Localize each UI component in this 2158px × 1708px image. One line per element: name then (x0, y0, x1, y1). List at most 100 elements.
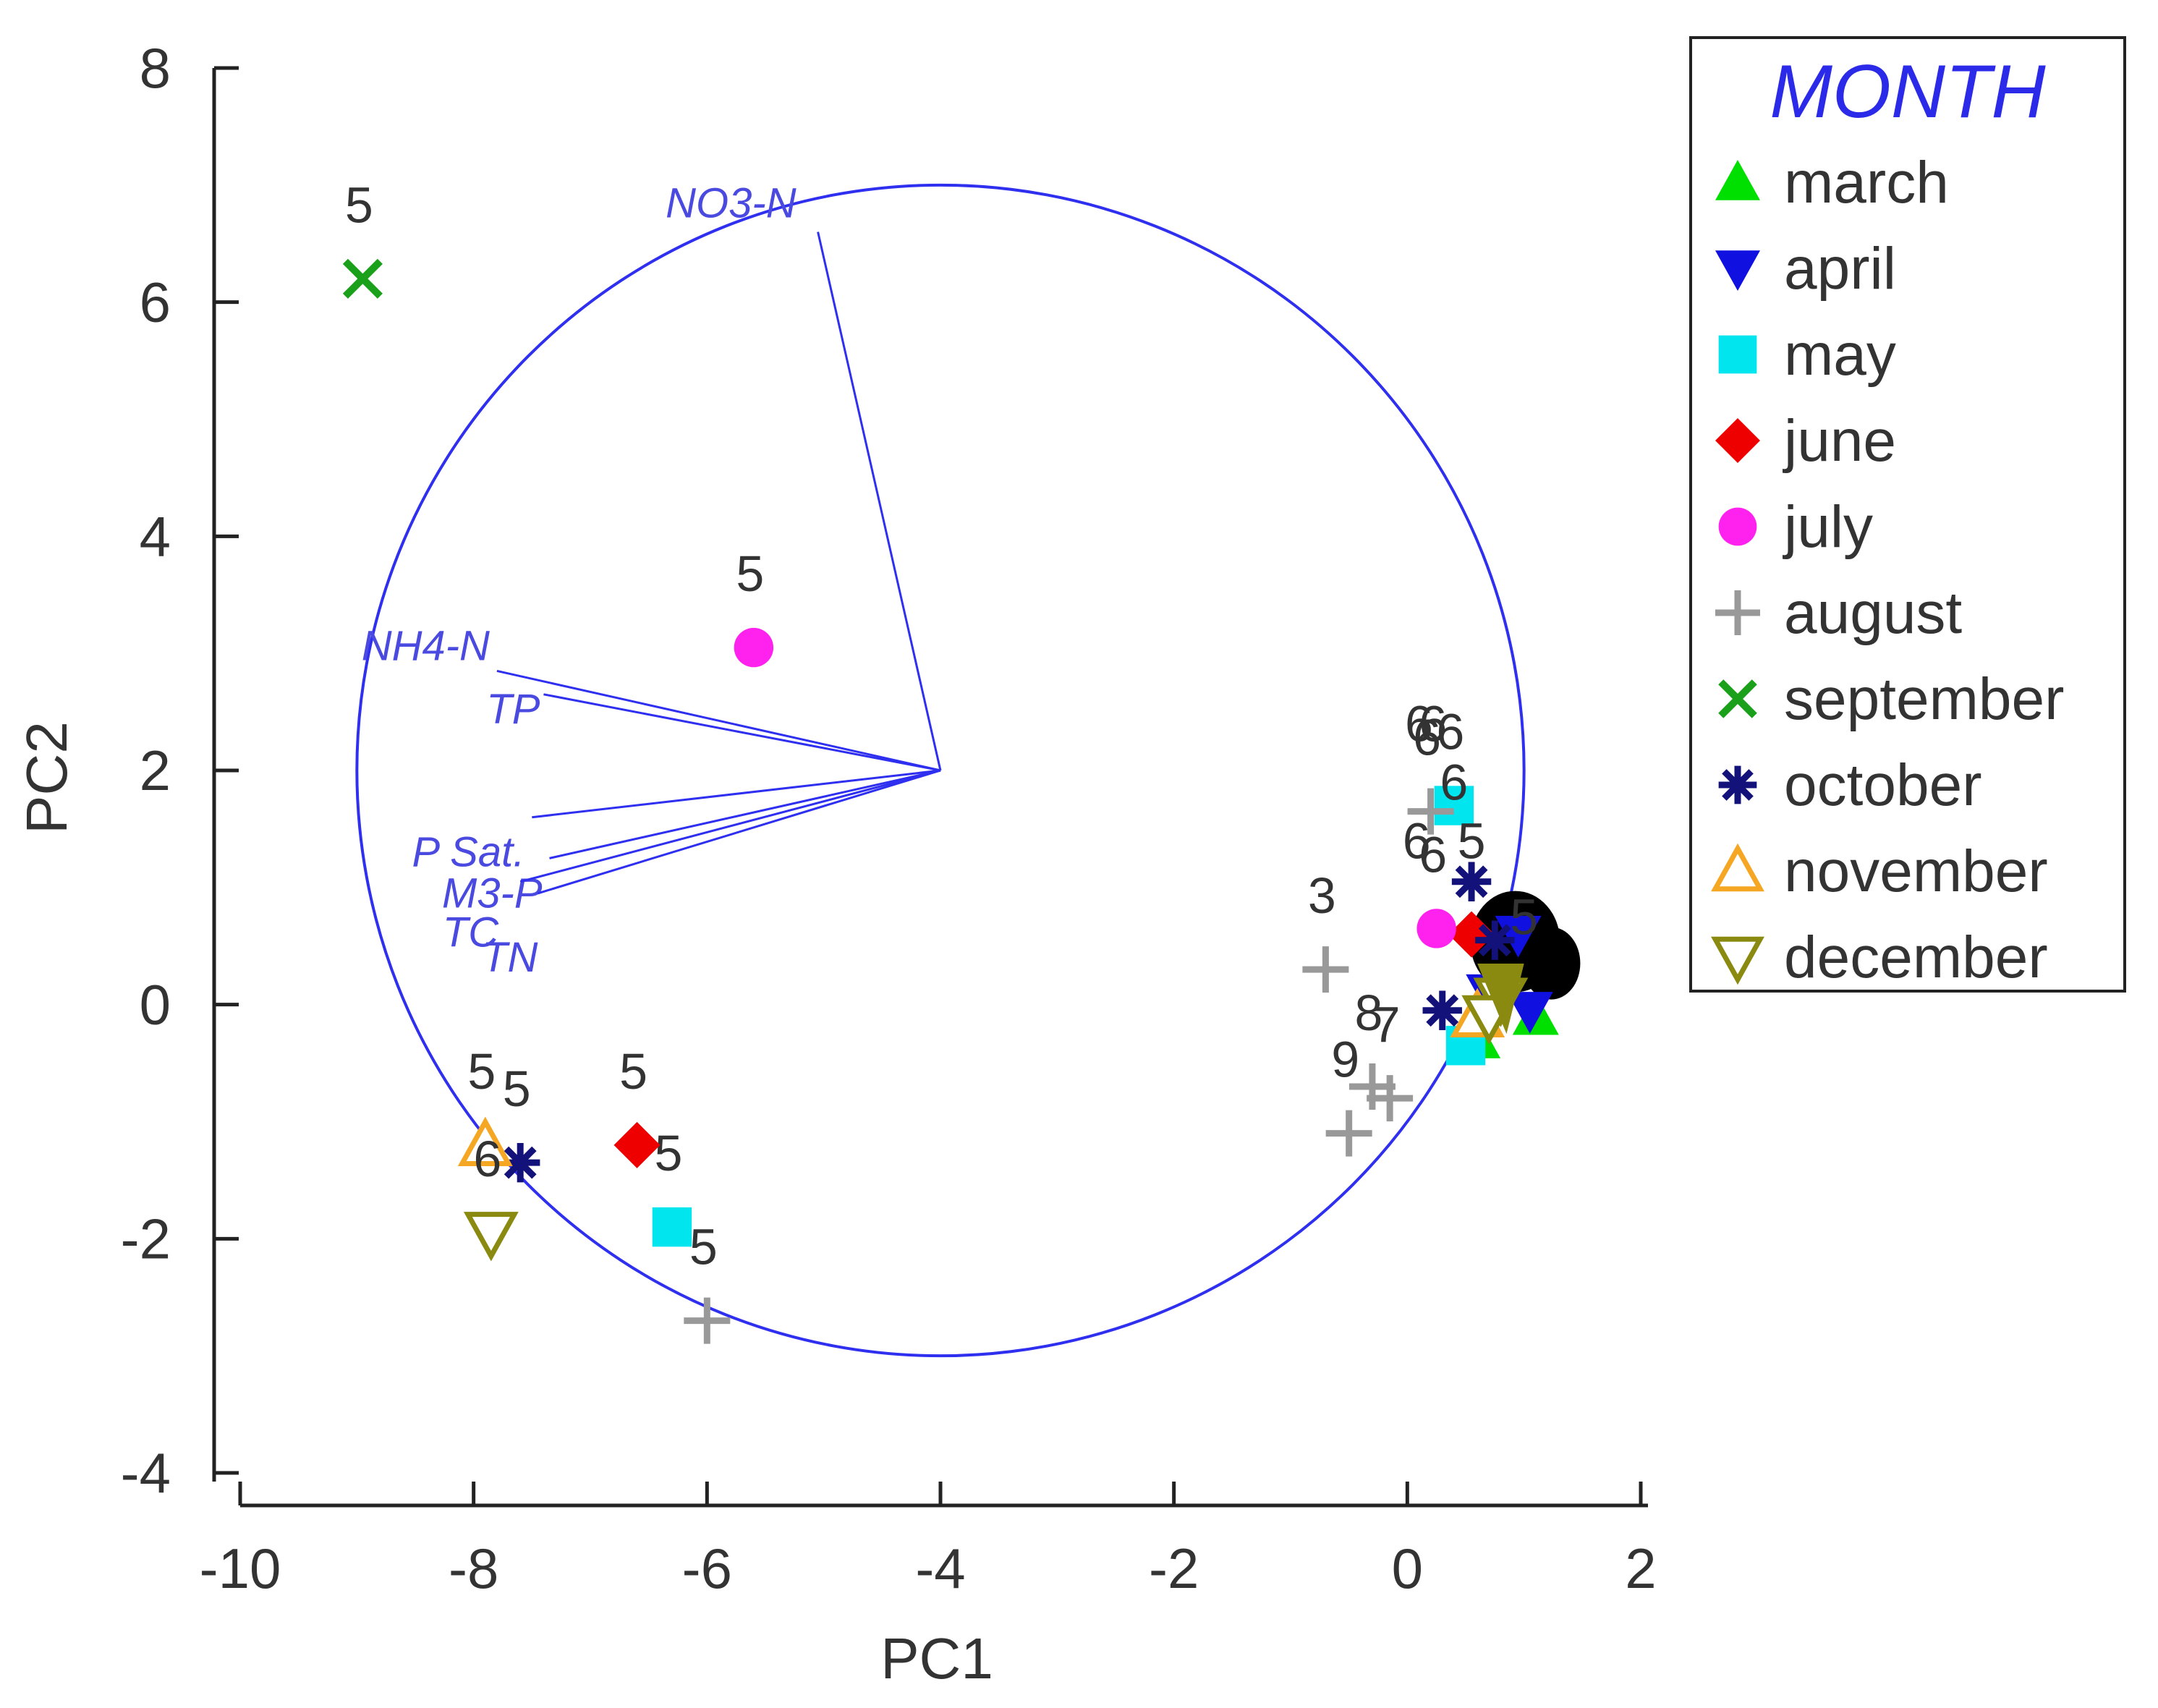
legend-marker-october (1718, 765, 1757, 804)
scatter-point (342, 258, 383, 299)
vector-label: TN (482, 934, 538, 981)
vector-label: NH4-N (362, 622, 490, 669)
marker-shape (1718, 335, 1757, 374)
scatter-point (1448, 911, 1495, 958)
vector-label: M3-P (442, 870, 543, 917)
marker-shape (652, 1207, 692, 1247)
x-tick-label: -2 (1149, 1537, 1199, 1600)
marker-shape (613, 1121, 660, 1168)
marker-shape (1426, 994, 1459, 1027)
point-label: 6 (1436, 704, 1464, 760)
dense-cluster (1522, 927, 1581, 1000)
legend-marker-november (1711, 843, 1764, 892)
legend-label-october: october (1784, 752, 1982, 818)
cluster-label: 6 (1403, 812, 1431, 869)
point-label: 5 (345, 177, 373, 233)
scatter-point (1451, 862, 1492, 901)
legend-marker-december (1711, 936, 1764, 985)
marker-shape (1506, 992, 1553, 1034)
x-tick-label: -6 (682, 1537, 732, 1600)
legend-marker-july (1718, 507, 1757, 546)
point-label: 5 (467, 1043, 496, 1100)
marker-shape (1718, 679, 1757, 718)
marker-shape (463, 1212, 519, 1262)
loading-vector (537, 769, 941, 895)
marker-shape (1718, 507, 1757, 546)
scatter-point (1325, 1110, 1372, 1157)
point-label: 6 (473, 1131, 501, 1187)
scatter-point (1506, 992, 1553, 1034)
marker-shape (1711, 843, 1764, 892)
december-cluster-blob (1477, 964, 1524, 1034)
legend-items: march april may june july august september octo… (1711, 150, 2064, 990)
point-label: 9 (1331, 1032, 1359, 1088)
point-label: 3 (1308, 867, 1336, 924)
marker-shape (1478, 924, 1511, 957)
point-label: 5 (503, 1061, 531, 1117)
cluster-label: 6 (1440, 754, 1468, 810)
marker-shape (342, 258, 383, 299)
x-tick-label: 2 (1625, 1537, 1656, 1600)
point-label: 8 (1354, 985, 1382, 1041)
legend: MONTH march april may june july august septemb… (1689, 36, 2126, 993)
point-label: 5 (689, 1219, 718, 1275)
legend-marker-september (1718, 679, 1757, 718)
point-label: 5 (619, 1043, 647, 1100)
y-tick-label: 6 (140, 271, 171, 334)
legend-label-may: may (1784, 322, 1896, 388)
scatter-point (1434, 786, 1474, 825)
marker-shape (734, 627, 774, 668)
marker-shape (1416, 909, 1456, 948)
cluster-label: 5 (1458, 812, 1486, 869)
legend-label-april: april (1784, 236, 1896, 302)
loading-vector (549, 769, 941, 859)
marker-shape (1448, 911, 1495, 958)
x-tick-label: -10 (200, 1537, 281, 1600)
x-axis-title: PC1 (880, 1626, 993, 1691)
point-label: 5 (736, 545, 764, 602)
x-axis-ticks: -10 -8 -6 -4 -2 0 2 (200, 1482, 1657, 1600)
loading-vector (543, 693, 941, 772)
x-tick-label: 0 (1392, 1537, 1423, 1600)
legend-marker-may (1718, 335, 1757, 374)
scatter-point (1416, 909, 1456, 948)
marker-shape (1434, 786, 1474, 825)
legend-marker-april (1715, 250, 1760, 291)
legend-label-march: march (1784, 150, 1949, 216)
point-label: 6 (1413, 710, 1441, 766)
loading-vector (817, 231, 942, 771)
point-label: 5 (654, 1125, 682, 1181)
scatter-point (1367, 1075, 1414, 1122)
legend-label-november: november (1784, 838, 2048, 904)
legend-label-july: july (1783, 494, 1873, 560)
y-axis-title: PC2 (14, 721, 79, 834)
vector-label: TC (443, 909, 499, 956)
loading-vector (532, 769, 941, 819)
legend-marker-august (1715, 590, 1760, 635)
marker-shape (1715, 418, 1760, 463)
point-label: 6 (1419, 826, 1447, 883)
legend-title: MONTH (1770, 50, 2046, 134)
loading-vector (496, 669, 941, 772)
scatter-point (613, 1121, 660, 1168)
marker-shape (457, 1116, 513, 1166)
y-tick-label: 8 (140, 36, 171, 100)
scatter-point (1407, 788, 1454, 835)
vector-label: TP (486, 686, 540, 733)
x-tick-label: -4 (915, 1537, 965, 1600)
scatter-point (463, 1212, 519, 1262)
y-tick-label: 0 (140, 973, 171, 1037)
scatter-point (1302, 946, 1349, 993)
marker-shape (504, 1146, 537, 1179)
legend-label-september: september (1784, 666, 2064, 732)
marker-shape (1715, 160, 1760, 200)
y-tick-label: -2 (121, 1207, 171, 1270)
legend-box (1689, 36, 2126, 993)
cluster-label: 5 (1510, 889, 1538, 946)
vector-label: P Sat. (412, 829, 525, 876)
scatter-point (1475, 920, 1515, 960)
point-label: 7 (1372, 996, 1401, 1053)
y-tick-label: 4 (140, 504, 171, 568)
